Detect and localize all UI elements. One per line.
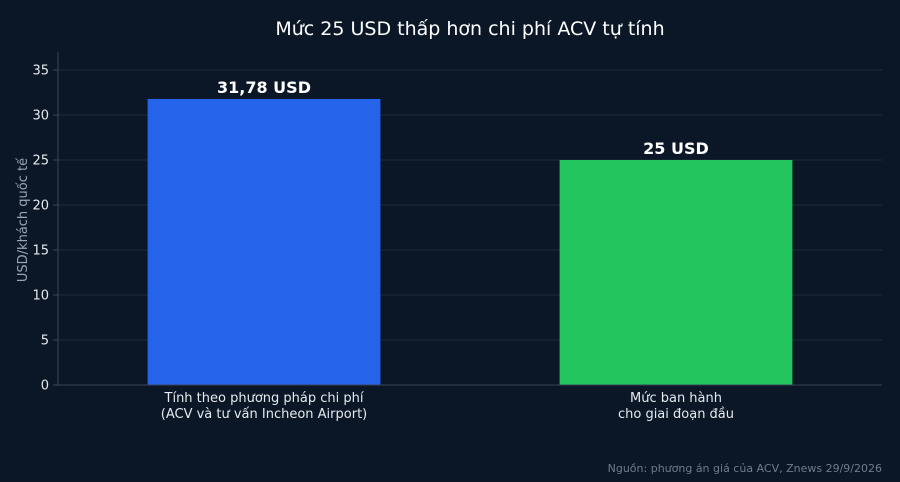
y-tick-label: 30	[32, 109, 49, 124]
x-axis-categories: Tính theo phương pháp chi phí(ACV và tư …	[161, 391, 734, 422]
y-tick-label: 10	[32, 289, 49, 304]
category-label: cho giai đoạn đầu	[618, 407, 734, 422]
bar-value-label: 25 USD	[643, 139, 709, 158]
y-tick-label: 5	[41, 334, 49, 349]
bar-1	[147, 98, 381, 385]
bar-value-label: 31,78 USD	[217, 78, 311, 97]
y-tick-label: 0	[41, 379, 49, 394]
y-axis-label: USD/khách quốc tế	[16, 158, 31, 282]
bar-2	[559, 160, 793, 385]
source-note: Nguồn: phương án giá của ACV, Znews 29/9…	[608, 462, 882, 475]
data-labels: 31,78 USD 25 USD	[217, 78, 709, 158]
category-label: Tính theo phương pháp chi phí	[164, 391, 364, 406]
bars	[147, 98, 793, 385]
category-label: (ACV và tư vấn Incheon Airport)	[161, 407, 367, 422]
chart-title: Mức 25 USD thấp hơn chi phí ACV tự tính	[275, 18, 664, 40]
y-tick-label: 20	[32, 199, 49, 214]
category-label: Mức ban hành	[630, 391, 722, 406]
y-tick-label: 15	[32, 244, 49, 259]
y-tick-label: 25	[32, 154, 49, 169]
y-tick-label: 35	[32, 64, 49, 79]
y-axis-ticks: 0 5 10 15 20 25 30 35	[32, 52, 59, 394]
